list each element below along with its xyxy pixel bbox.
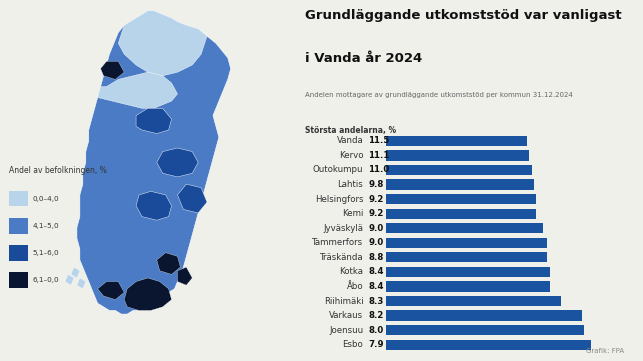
Text: 11.1: 11.1	[368, 151, 390, 160]
Bar	[386, 150, 529, 161]
Polygon shape	[177, 267, 192, 285]
Polygon shape	[177, 184, 207, 213]
Text: Grundläggande utkomststöd var vanligast: Grundläggande utkomststöd var vanligast	[305, 9, 622, 22]
Bar	[386, 281, 550, 292]
Text: Varkaus: Varkaus	[329, 311, 363, 320]
Text: 8.4: 8.4	[368, 268, 384, 277]
Bar	[9, 191, 28, 206]
Polygon shape	[136, 191, 172, 220]
Polygon shape	[118, 11, 207, 76]
Text: 8.3: 8.3	[368, 296, 383, 305]
Text: i Vanda år 2024: i Vanda år 2024	[305, 52, 422, 65]
Text: Andelen mottagare av grundläggande utkomststöd per kommun 31.12.2024: Andelen mottagare av grundläggande utkom…	[305, 92, 573, 98]
Bar	[386, 238, 547, 248]
Bar	[9, 272, 28, 288]
Text: Åbo: Åbo	[347, 282, 363, 291]
Bar	[9, 245, 28, 261]
Polygon shape	[77, 278, 86, 289]
Text: 5,1–6,0: 5,1–6,0	[33, 250, 59, 256]
Polygon shape	[98, 72, 177, 108]
Bar	[386, 325, 584, 335]
Text: 7.9: 7.9	[368, 340, 384, 349]
Text: Tammerfors: Tammerfors	[312, 238, 363, 247]
Polygon shape	[157, 253, 181, 274]
Bar	[386, 252, 547, 262]
Bar	[386, 310, 583, 321]
Bar	[386, 340, 591, 350]
Polygon shape	[71, 267, 80, 278]
Text: Outokumpu: Outokumpu	[312, 165, 363, 174]
Text: 4,1–5,0: 4,1–5,0	[33, 223, 59, 229]
Text: Kemi: Kemi	[342, 209, 363, 218]
Bar	[9, 218, 28, 234]
Text: 9.0: 9.0	[368, 238, 383, 247]
Bar	[386, 194, 536, 204]
Text: 9.2: 9.2	[368, 209, 383, 218]
Polygon shape	[100, 61, 124, 79]
Text: 9.2: 9.2	[368, 195, 383, 204]
Polygon shape	[124, 278, 172, 310]
Text: 8.4: 8.4	[368, 282, 384, 291]
Text: Kotka: Kotka	[340, 268, 363, 277]
Bar	[386, 209, 536, 219]
Text: Lahtis: Lahtis	[338, 180, 363, 189]
Polygon shape	[98, 282, 124, 300]
Text: Kervo: Kervo	[339, 151, 363, 160]
Polygon shape	[157, 148, 198, 177]
Text: 11.5: 11.5	[368, 136, 390, 145]
Text: Grafik: FPA: Grafik: FPA	[586, 348, 624, 354]
Bar	[386, 165, 532, 175]
Text: Helsingfors: Helsingfors	[315, 195, 363, 204]
Bar	[386, 267, 550, 277]
Text: 6,1–0,0: 6,1–0,0	[33, 277, 59, 283]
Bar	[386, 136, 527, 146]
Bar	[386, 296, 561, 306]
Text: 9.0: 9.0	[368, 224, 383, 233]
Text: 8.2: 8.2	[368, 311, 383, 320]
Text: 0,0–4,0: 0,0–4,0	[33, 196, 59, 201]
Text: Största andelarna, %: Största andelarna, %	[305, 126, 397, 135]
Text: 8.0: 8.0	[368, 326, 383, 335]
Text: 8.8: 8.8	[368, 253, 383, 262]
Bar	[386, 179, 534, 190]
Polygon shape	[77, 11, 231, 314]
Text: 9.8: 9.8	[368, 180, 383, 189]
Text: Riihimäki: Riihimäki	[323, 296, 363, 305]
Polygon shape	[65, 274, 74, 285]
Text: Träskända: Träskända	[320, 253, 363, 262]
Text: Joensuu: Joensuu	[329, 326, 363, 335]
Text: 11.0: 11.0	[368, 165, 390, 174]
Text: Andel av befolkningen, %: Andel av befolkningen, %	[9, 166, 107, 175]
Polygon shape	[136, 108, 172, 134]
Text: Vanda: Vanda	[336, 136, 363, 145]
Text: Esbo: Esbo	[343, 340, 363, 349]
Text: Jyväskylä: Jyväskylä	[323, 224, 363, 233]
Bar	[386, 223, 543, 233]
